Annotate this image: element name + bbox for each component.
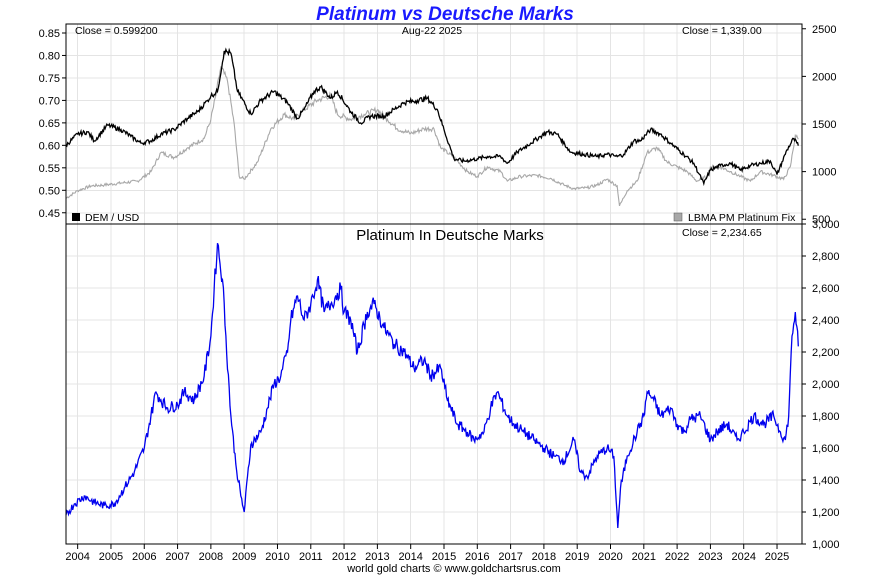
x-tick-label: 2014 (398, 551, 422, 563)
x-tick-label: 2009 (232, 551, 256, 563)
x-tick-label: 2012 (332, 551, 356, 563)
platinum-dem-series-line (65, 242, 799, 529)
legend-swatch-platinum (673, 212, 683, 222)
y-left-tick-label: 0.55 (39, 163, 60, 175)
lower-panel-title: Platinum In Deutsche Marks (356, 227, 544, 244)
y-left-tick-label: 0.85 (39, 28, 60, 40)
y-right-tick-label: 2500 (812, 24, 836, 36)
y-lower-tick-label: 1,400 (812, 475, 840, 487)
x-tick-label: 2007 (165, 551, 189, 563)
y-lower-tick-label: 1,600 (812, 443, 840, 455)
y-left-tick-label: 0.65 (39, 118, 60, 130)
y-left-tick-label: 0.75 (39, 73, 60, 85)
chart-title: Platinum vs Deutsche Marks (316, 4, 574, 25)
lower-close-label: Close = 2,234.65 (682, 227, 762, 239)
y-lower-tick-label: 2,800 (812, 251, 840, 263)
y-left-tick-label: 0.50 (39, 185, 60, 197)
credit-text: world gold charts © www.goldchartsrus.co… (346, 563, 561, 575)
x-tick-label: 2018 (532, 551, 556, 563)
x-tick-label: 2023 (698, 551, 722, 563)
x-tick-label: 2006 (132, 551, 156, 563)
legend-label-platinum: LBMA PM Platinum Fix (688, 212, 796, 224)
x-tick-label: 2010 (265, 551, 289, 563)
x-tick-label: 2022 (665, 551, 689, 563)
y-left-tick-label: 0.80 (39, 50, 60, 62)
platinum-close-label: Close = 1,339.00 (682, 25, 762, 37)
plot-frame (65, 23, 803, 545)
x-tick-label: 2013 (365, 551, 389, 563)
y-left-tick-label: 0.60 (39, 140, 60, 152)
y-lower-tick-label: 1,200 (812, 507, 840, 519)
y-lower-tick-label: 3,000 (812, 219, 840, 231)
x-tick-label: 2005 (99, 551, 123, 563)
x-tick-label: 2008 (199, 551, 223, 563)
x-tick-label: 2024 (731, 551, 755, 563)
x-tick-label: 2015 (432, 551, 456, 563)
x-tick-label: 2020 (598, 551, 622, 563)
x-tick-label: 2011 (299, 551, 323, 563)
x-tick-label: 2017 (498, 551, 522, 563)
x-tick-label: 2004 (65, 551, 89, 563)
legend-swatch-dem (72, 213, 80, 221)
y-lower-tick-label: 2,200 (812, 347, 840, 359)
dem-close-label: Close = 0.599200 (75, 25, 158, 37)
y-right-tick-label: 1000 (812, 167, 836, 179)
x-tick-label: 2021 (632, 551, 656, 563)
dem-usd-series-line (65, 47, 799, 187)
date-label: Aug-22 2025 (402, 25, 462, 37)
y-lower-tick-label: 2,000 (812, 379, 840, 391)
y-right-tick-label: 1500 (812, 119, 836, 131)
x-tick-label: 2025 (765, 551, 789, 563)
y-right-tick-label: 2000 (812, 71, 836, 83)
platinum-usd-series-line (65, 66, 799, 207)
y-lower-tick-label: 1,000 (812, 539, 840, 551)
y-lower-tick-label: 2,400 (812, 315, 840, 327)
legend-label-dem: DEM / USD (85, 212, 140, 224)
y-right-tick-label: 500 (812, 214, 830, 226)
y-lower-tick-label: 2,600 (812, 283, 840, 295)
x-tick-label: 2016 (465, 551, 489, 563)
y-lower-tick-label: 1,800 (812, 411, 840, 423)
x-tick-label: 2019 (565, 551, 589, 563)
y-left-tick-label: 0.45 (39, 208, 60, 220)
y-left-tick-label: 0.70 (39, 95, 60, 107)
